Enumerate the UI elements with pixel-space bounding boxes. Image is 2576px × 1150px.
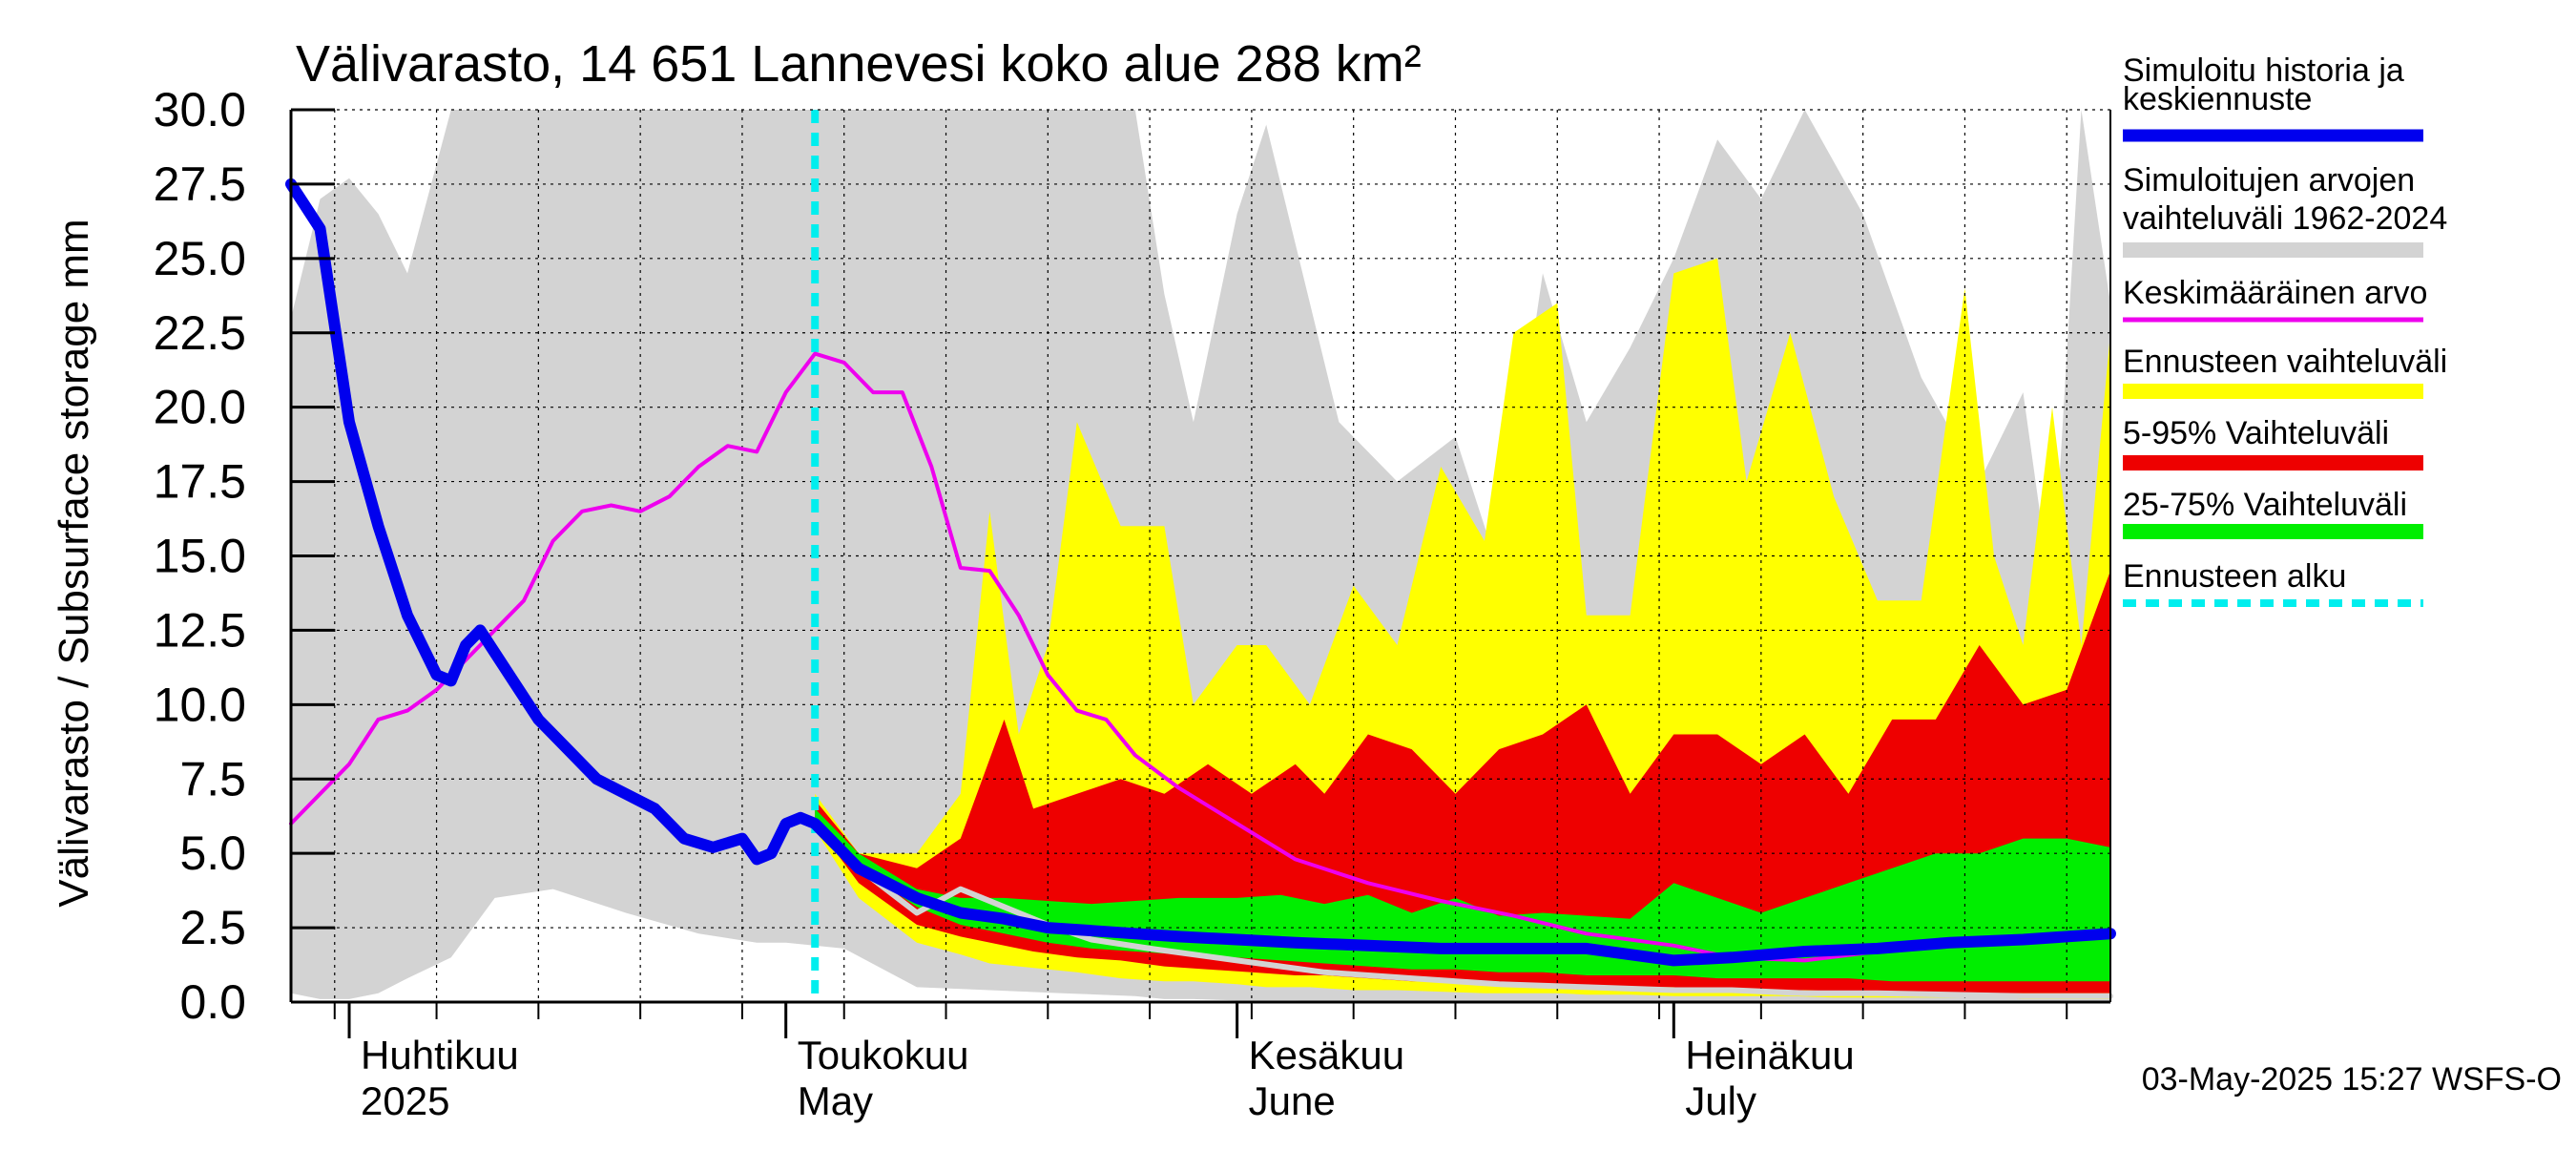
y-tick-label: 25.0 <box>154 232 246 285</box>
band-5-95-vaihteluvali <box>815 571 2111 993</box>
y-tick-label: 27.5 <box>154 157 246 211</box>
x-month-label-fi: Huhtikuu <box>361 1033 519 1077</box>
x-month-label-fi: Kesäkuu <box>1249 1033 1404 1077</box>
legend-label: 25-75% Vaihteluväli <box>2123 487 2407 523</box>
x-month-label-en: June <box>1249 1078 1336 1123</box>
y-tick-label: 0.0 <box>179 975 246 1029</box>
y-tick-label: 5.0 <box>179 826 246 880</box>
y-tick-label: 10.0 <box>154 678 246 731</box>
line-keskimaarainen-arvo <box>289 351 2112 963</box>
y-tick-label: 22.5 <box>154 306 246 360</box>
legend-label: Keskimääräinen arvo <box>2123 275 2427 311</box>
x-month-label-en: 2025 <box>361 1078 449 1123</box>
chart-title: Välivarasto, 14 651 Lannevesi koko alue … <box>296 35 1422 93</box>
x-month-label-en: July <box>1685 1078 1756 1123</box>
x-month-label-fi: Heinäkuu <box>1685 1033 1854 1077</box>
x-month-label-fi: Toukokuu <box>798 1033 969 1077</box>
y-tick-label: 30.0 <box>154 83 246 136</box>
timestamp: 03-May-2025 15:27 WSFS-O <box>2142 1061 2562 1098</box>
legend-label: 5-95% Vaihteluväli <box>2123 415 2389 451</box>
y-tick-label: 20.0 <box>154 381 246 434</box>
legend-label: Ennusteen alku <box>2123 558 2346 595</box>
x-month-label-en: May <box>798 1078 873 1123</box>
y-tick-label: 2.5 <box>179 901 246 954</box>
y-tick-label: 17.5 <box>154 455 246 509</box>
legend-label-line2: keskiennuste <box>2123 81 2312 117</box>
legend-label: Ennusteen vaihteluväli <box>2123 344 2447 380</box>
y-axis-label: Välivarasto / Subsurface storage mm <box>51 219 97 907</box>
legend-label-line2: vaihteluväli 1962-2024 <box>2123 200 2447 237</box>
y-tick-label: 12.5 <box>154 603 246 657</box>
legend-label: Simuloitujen arvojen <box>2123 162 2415 199</box>
line-ennusteen-mediaani <box>812 821 2113 999</box>
y-tick-label: 15.0 <box>154 530 246 583</box>
line-simuloitu-historia-ja-keskiennuste <box>285 178 2116 967</box>
legend-label: Simuloitu historia ja <box>2123 52 2404 89</box>
y-tick-label: 7.5 <box>179 752 246 805</box>
